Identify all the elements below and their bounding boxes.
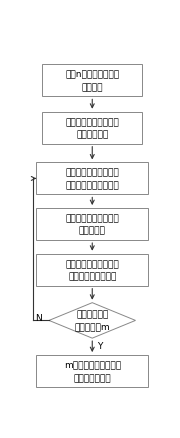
Text: 分析球面三角形扬声器
组的所有组合: 分析球面三角形扬声器 组的所有组合 [65,118,119,139]
Bar [36,254,148,286]
Text: 计算三角形面积并按面
积大小排序: 计算三角形面积并按面 积大小排序 [65,214,119,235]
Bar [42,113,143,145]
Text: 剔除面积最小三角形中
所包含的单个扬声器: 剔除面积最小三角形中 所包含的单个扬声器 [65,259,119,281]
Text: 判断扬声器数
目是否大于m: 判断扬声器数 目是否大于m [75,310,110,332]
Bar [36,163,148,195]
Text: 采集n声道系统扬声器
空间信息: 采集n声道系统扬声器 空间信息 [65,71,119,92]
Text: 挑选仅包含单个扬声器
的球面三角形扬声器组: 挑选仅包含单个扬声器 的球面三角形扬声器组 [65,168,119,190]
Polygon shape [49,303,136,339]
Bar [36,208,148,240]
Bar [42,65,143,97]
Text: m声道精简系统扬声器
组最优空间配置: m声道精简系统扬声器 组最优空间配置 [64,360,121,382]
Bar [36,355,148,387]
Text: Y: Y [97,341,103,350]
Text: N: N [35,314,42,322]
